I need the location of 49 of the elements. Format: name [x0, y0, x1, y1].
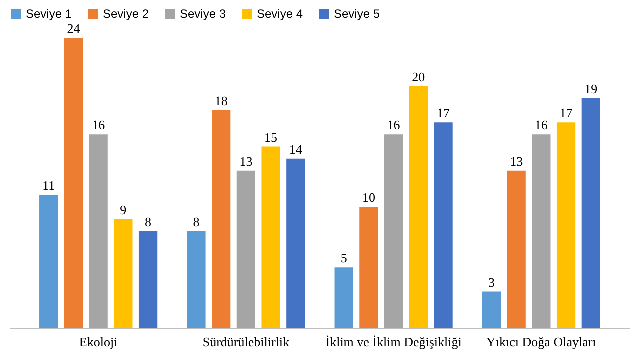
bar — [434, 122, 453, 328]
x-tick-label: Sürdürülebilirlik — [202, 334, 290, 350]
bar — [236, 170, 256, 328]
legend-label: Seviye 5 — [334, 7, 380, 21]
bar — [360, 207, 378, 328]
data-label: 5 — [340, 250, 348, 266]
bar — [532, 134, 551, 328]
data-label: 17 — [437, 106, 451, 121]
bar — [187, 231, 206, 328]
x-tick-label: İklim ve İklim Değişikliği — [326, 334, 462, 350]
bar — [212, 110, 231, 328]
data-label: 11 — [42, 178, 56, 194]
data-label: 15 — [264, 130, 278, 145]
data-label: 16 — [387, 118, 401, 133]
legend-label: Seviye 3 — [180, 7, 226, 21]
data-label: 9 — [120, 202, 127, 218]
bar — [89, 134, 108, 328]
legend-label: Seviye 1 — [26, 7, 72, 21]
data-label: 20 — [412, 69, 426, 84]
bar — [64, 38, 84, 328]
bar — [556, 122, 576, 328]
data-label: 16 — [534, 118, 548, 133]
bar — [482, 292, 502, 328]
bar — [334, 268, 354, 328]
legend-label: Seviye 2 — [103, 7, 150, 21]
bar — [507, 170, 526, 328]
bar — [262, 146, 280, 328]
x-tick-label: Ekoloji — [79, 334, 118, 350]
data-label: 13 — [240, 154, 253, 169]
legend-label: Seviye 4 — [257, 7, 304, 21]
bar — [114, 219, 133, 328]
data-label: 17 — [560, 106, 574, 121]
data-label: 16 — [92, 118, 106, 133]
bar — [409, 86, 428, 328]
bar — [40, 195, 58, 328]
data-label: 24 — [67, 21, 81, 36]
data-label: 14 — [289, 142, 303, 157]
data-label: 13 — [510, 154, 524, 169]
data-label: 8 — [193, 214, 200, 230]
bar — [384, 134, 404, 328]
bar — [582, 98, 600, 328]
bar — [138, 231, 158, 328]
data-label: 8 — [145, 214, 152, 230]
data-label: 3 — [488, 274, 495, 290]
data-label: 10 — [362, 190, 376, 206]
data-label: 19 — [584, 81, 598, 96]
data-label: 18 — [214, 94, 228, 108]
x-tick-label: Yıkıcı Doğa Olayları — [486, 334, 597, 350]
bar — [286, 158, 306, 328]
